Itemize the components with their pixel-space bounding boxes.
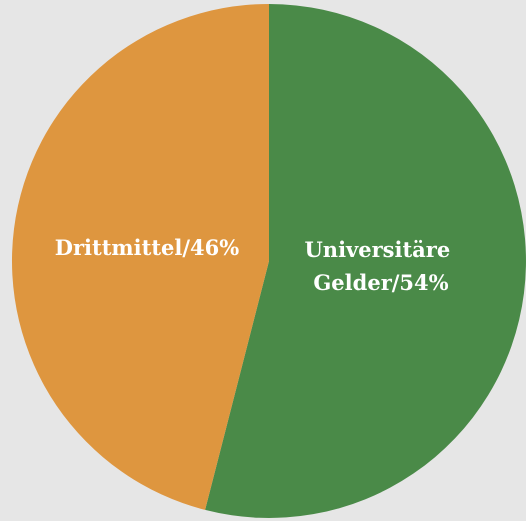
slice-label-universitaere-line-1: Universitäre (304, 237, 450, 262)
slice-label-universitaere-line-2: Gelder/54% (313, 270, 448, 295)
pie-slices (11, 4, 526, 518)
slice-label-universitaere-gelder: Universitäre Gelder/54% (304, 237, 457, 295)
slice-universitaere-gelder (205, 4, 526, 518)
slice-drittmittel (11, 4, 270, 510)
slice-label-drittmittel: Drittmittel/46% (55, 235, 239, 260)
slice-label-drittmittel-line-1: Drittmittel/46% (55, 235, 239, 260)
